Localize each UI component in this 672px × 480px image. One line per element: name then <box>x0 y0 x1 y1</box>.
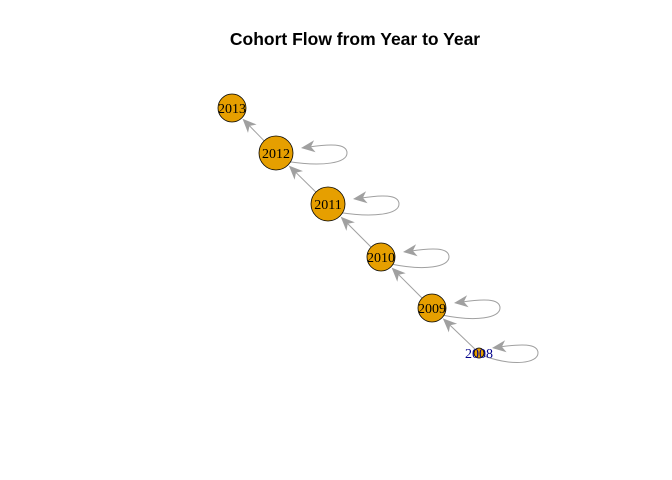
loop-curve <box>287 144 348 165</box>
self-loop-2010 <box>390 244 450 269</box>
nodes-layer <box>217 93 485 359</box>
self-loop-2008 <box>482 340 539 363</box>
edge-arrowhead <box>340 216 355 231</box>
edge-arrowhead <box>442 318 458 333</box>
edge-arrowhead <box>288 165 303 180</box>
self-loop-2009 <box>441 295 501 320</box>
edge-line <box>346 222 372 248</box>
node-label-2013: 2013 <box>218 102 246 117</box>
edge-arrowhead <box>242 118 257 133</box>
edge-line <box>294 170 317 193</box>
edge-2011-2012 <box>288 165 317 193</box>
node-2013 <box>217 93 247 123</box>
loop-curve <box>339 195 400 216</box>
self-loop-2012 <box>287 140 348 165</box>
node-2009 <box>417 293 447 323</box>
node-label-2010: 2010 <box>367 251 395 266</box>
loop-arrowhead <box>492 340 507 353</box>
loop-curve <box>441 299 501 320</box>
node-2011 <box>310 186 346 222</box>
edge-2009-2010 <box>391 267 423 299</box>
edge-2012-2013 <box>242 118 265 142</box>
edge-line <box>396 272 423 299</box>
edge-line <box>247 124 265 142</box>
plot-title: Cohort Flow from Year to Year <box>229 29 481 49</box>
edge-2008-2009 <box>442 318 476 350</box>
node-label-2008: 2008 <box>465 347 493 362</box>
loop-arrowhead <box>353 191 368 204</box>
self-loops-layer <box>287 140 539 363</box>
loop-curve <box>482 344 539 363</box>
node-2008 <box>473 347 485 359</box>
node-label-2011: 2011 <box>314 198 341 213</box>
loop-arrowhead <box>301 140 316 153</box>
labels-layer: 2008 2009 2010 2011 2012 2013 <box>218 102 493 362</box>
loop-arrowhead <box>403 244 418 257</box>
edge-arrowhead <box>391 267 406 282</box>
loop-arrowhead <box>454 295 469 308</box>
self-loop-2011 <box>339 191 400 216</box>
node-2010 <box>366 242 396 272</box>
node-2012 <box>258 135 294 171</box>
node-label-2012: 2012 <box>262 147 290 162</box>
node-label-2009: 2009 <box>418 302 446 317</box>
loop-curve <box>390 248 450 269</box>
edges-layer <box>242 118 476 350</box>
edge-line <box>448 323 476 350</box>
edge-2010-2011 <box>340 216 372 248</box>
